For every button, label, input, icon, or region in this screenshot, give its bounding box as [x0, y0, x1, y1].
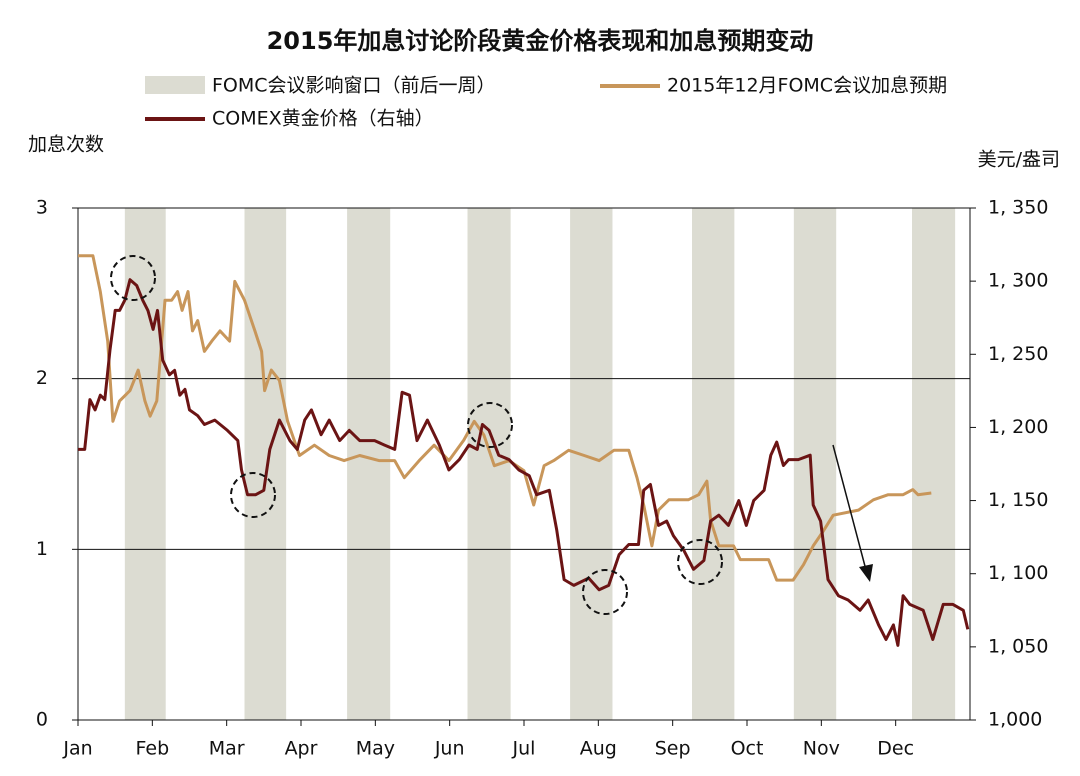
legend-label: COMEX黄金价格（右轴） [212, 108, 434, 130]
x-tick-label: Jun [434, 738, 465, 760]
fomc-band [793, 208, 837, 720]
legend-label: FOMC会议影响窗口（前后一周） [212, 75, 496, 97]
annotations [110, 255, 723, 615]
series-line [78, 278, 970, 647]
x-tick-label: Dec [877, 738, 914, 760]
y-tick-label: 2 [36, 367, 48, 389]
series-line [78, 254, 932, 582]
x-tick-label: Jul [512, 738, 536, 760]
y2-tick-label: 1, 150 [988, 489, 1048, 511]
annotation-circle [230, 472, 276, 518]
y2-tick-label: 1, 350 [988, 197, 1048, 219]
x-tick-label: Aug [580, 738, 617, 760]
fomc-band [570, 208, 613, 720]
fomc-band [347, 208, 391, 720]
x-tick-label: Oct [731, 738, 764, 760]
fomc-band [691, 208, 735, 720]
annotation-circle [677, 539, 723, 585]
y2-tick-label: 1, 250 [988, 343, 1048, 365]
arrow-line [832, 444, 867, 571]
legend-swatch [145, 76, 205, 94]
x-tick-label: Apr [285, 738, 318, 760]
y-tick-label: 1 [36, 538, 48, 560]
annotation-circle [467, 402, 513, 448]
fomc-band [912, 208, 956, 720]
legend-label: 2015年12月FOMC会议加息预期 [667, 75, 947, 97]
y-tick-label: 0 [36, 709, 48, 731]
x-tick-label: Feb [136, 738, 170, 760]
fomc-band [124, 208, 166, 720]
fomc-band [244, 208, 287, 720]
x-tick-label: Jan [62, 738, 92, 760]
legend: FOMC会议影响窗口（前后一周） 2015年12月FOMC会议加息预期 COMEX黄… [145, 75, 947, 130]
x-tick-label: May [356, 738, 395, 760]
y2-tick-label: 1, 100 [988, 562, 1048, 584]
annotation-arrow [832, 444, 873, 582]
y2-tick-label: 1, 050 [988, 635, 1048, 657]
y2-tick-label: 1,000 [988, 709, 1042, 731]
plot-area: 0 1 2 3 1,000 1, 050 1, 100 1, 150 1, 200 1, 250 1… [36, 197, 1049, 760]
y-axis-label: 加息次数 [28, 134, 104, 156]
chart-title: 2015年加息讨论阶段黄金价格表现和加息预期变动 [267, 27, 814, 55]
annotation-circle [110, 255, 156, 301]
y2-axis-label: 美元/盎司 [978, 149, 1060, 171]
y-tick-label: 3 [36, 197, 48, 219]
x-tick-label: Sep [655, 738, 691, 760]
y2-tick-label: 1, 200 [988, 416, 1048, 438]
fomc-band [467, 208, 511, 720]
x-tick-label: Nov [803, 738, 840, 760]
plot-frame [77, 207, 971, 721]
annotation-circle [582, 569, 628, 615]
arrow-head [859, 564, 873, 582]
y2-tick-label: 1, 300 [988, 270, 1048, 292]
x-tick-label: Mar [209, 738, 245, 760]
